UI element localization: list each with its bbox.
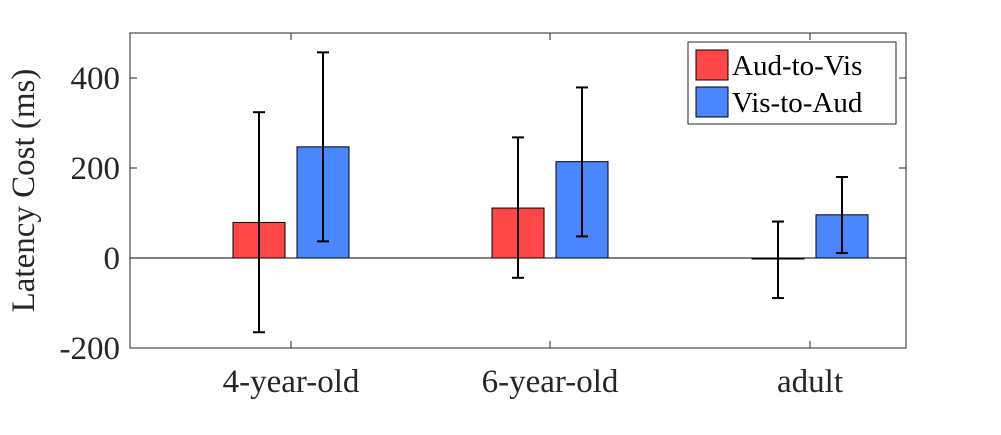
- legend-swatch-vis-to-aud: [695, 86, 729, 118]
- legend-swatch-aud-to-vis: [695, 49, 729, 81]
- axes-box: [129, 32, 907, 349]
- y-tick-label: 200: [71, 151, 121, 187]
- y-tick-label: -200: [60, 331, 121, 367]
- y-tick-label: 0: [104, 241, 121, 277]
- x-tick-label: adult: [777, 364, 843, 400]
- legend-label-aud-to-vis: Aud-to-Vis: [732, 50, 862, 82]
- x-tick-label: 4-year-old: [223, 364, 360, 400]
- y-tick-label: 400: [71, 61, 121, 97]
- x-tick-label: 6-year-old: [482, 364, 619, 400]
- y-axis-label: Latency Cost (ms): [6, 69, 42, 313]
- legend-label-vis-to-aud: Vis-to-Aud: [732, 87, 863, 119]
